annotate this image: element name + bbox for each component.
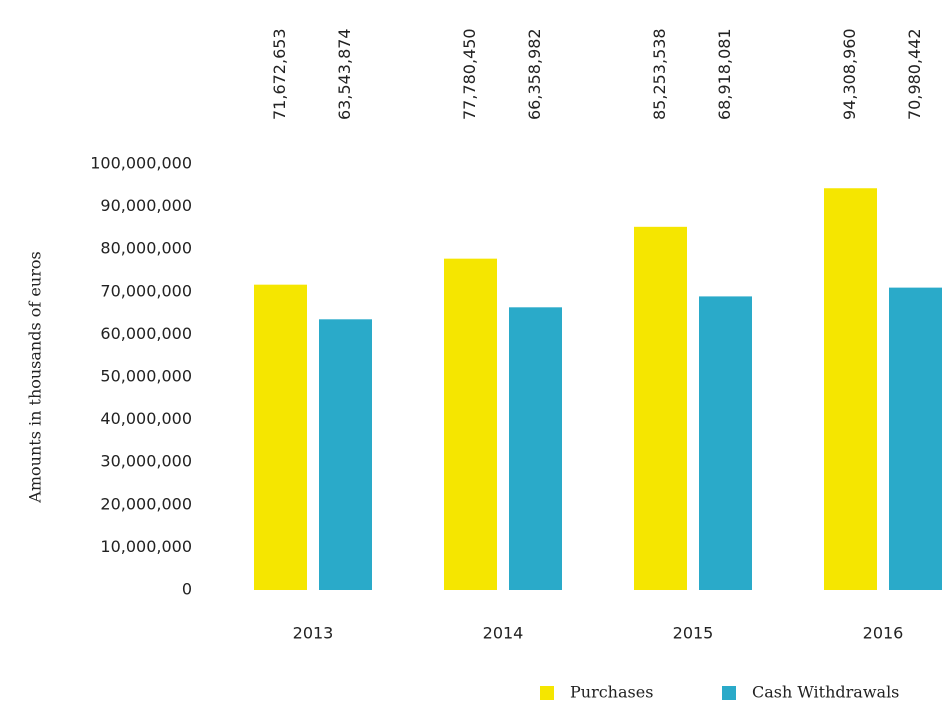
legend-swatch (722, 686, 736, 700)
bar (319, 319, 372, 590)
bar (634, 226, 687, 590)
value-label: 77,780,450 (460, 28, 479, 120)
y-tick-label: 100,000,000 (90, 154, 192, 173)
legend-label: Purchases (570, 683, 653, 702)
x-tick-label: 2016 (863, 624, 904, 643)
x-tick-label: 2015 (673, 624, 714, 643)
y-tick-label: 90,000,000 (100, 196, 192, 215)
value-label: 66,358,982 (525, 28, 544, 120)
y-tick-label: 80,000,000 (100, 239, 192, 258)
legend-label: Cash Withdrawals (752, 683, 899, 702)
y-tick-label: 50,000,000 (100, 367, 192, 386)
y-tick-label: 20,000,000 (100, 494, 192, 513)
y-axis-title: Amounts in thousands of euros (26, 251, 45, 503)
bar (254, 284, 307, 590)
value-label: 63,543,874 (335, 28, 354, 120)
y-tick-label: 60,000,000 (100, 324, 192, 343)
value-label: 71,672,653 (270, 28, 289, 120)
value-label: 85,253,538 (650, 28, 669, 120)
value-label: 70,980,442 (905, 28, 924, 120)
x-tick-label: 2013 (293, 624, 334, 643)
y-tick-label: 0 (182, 580, 192, 599)
y-tick-label: 40,000,000 (100, 409, 192, 428)
value-label: 68,918,081 (715, 28, 734, 120)
x-tick-label: 2014 (483, 624, 524, 643)
y-tick-label: 30,000,000 (100, 452, 192, 471)
bar (889, 287, 942, 590)
legend-swatch (540, 686, 554, 700)
bar (699, 296, 752, 590)
y-tick-label: 10,000,000 (100, 537, 192, 556)
bar (444, 258, 497, 590)
bar (824, 188, 877, 590)
bar (509, 307, 562, 590)
value-label: 94,308,960 (840, 28, 859, 120)
y-tick-label: 70,000,000 (100, 281, 192, 300)
